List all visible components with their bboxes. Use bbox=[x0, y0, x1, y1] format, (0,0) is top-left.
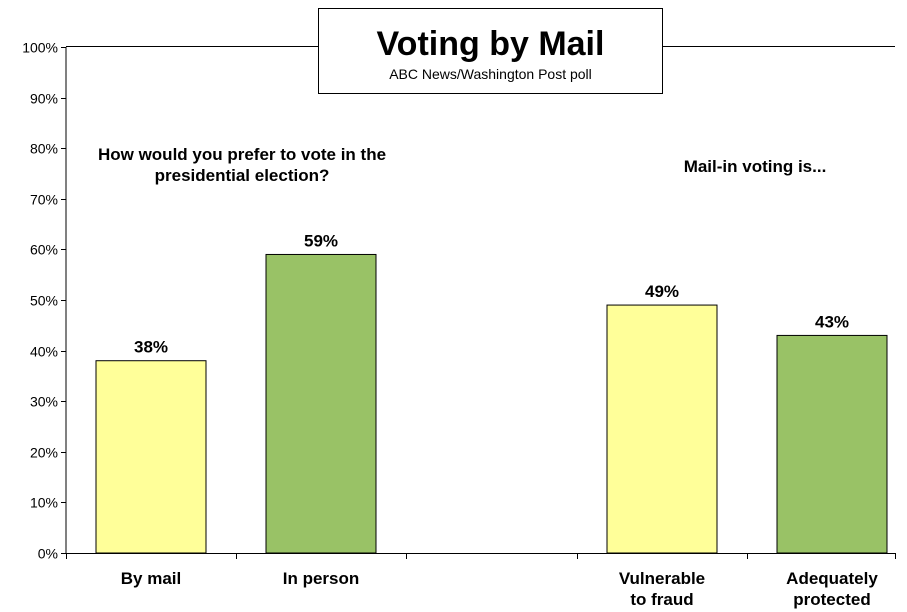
chart-title-box: Voting by Mail ABC News/Washington Post … bbox=[318, 8, 663, 94]
x-tick-label: Adequately protected bbox=[786, 569, 878, 609]
y-tick-label: 70% bbox=[30, 192, 58, 208]
y-tick-label: 100% bbox=[22, 40, 58, 56]
bar bbox=[95, 360, 207, 554]
chart-title: Voting by Mail bbox=[376, 25, 605, 63]
y-tick-label: 40% bbox=[30, 344, 58, 360]
bar bbox=[606, 304, 718, 554]
bar-value-label: 38% bbox=[134, 338, 168, 357]
y-tick-label: 50% bbox=[30, 293, 58, 309]
x-tick-label: In person bbox=[283, 569, 360, 588]
x-tick-label: By mail bbox=[121, 569, 181, 588]
y-tick-label: 60% bbox=[30, 242, 58, 258]
bar-value-label: 49% bbox=[645, 282, 679, 301]
bar-value-label: 43% bbox=[815, 312, 849, 331]
y-tick-label: 80% bbox=[30, 141, 58, 157]
y-tick-label: 0% bbox=[38, 546, 58, 562]
group-2-question: Mail-in voting is... bbox=[683, 157, 827, 176]
bar bbox=[776, 334, 888, 554]
bar bbox=[265, 253, 377, 554]
y-tick-label: 30% bbox=[30, 394, 58, 410]
y-tick-label: 10% bbox=[30, 495, 58, 511]
chart-subtitle: ABC News/Washington Post poll bbox=[389, 66, 592, 82]
y-tick-label: 90% bbox=[30, 91, 58, 107]
bar-value-label: 59% bbox=[304, 231, 338, 250]
y-tick-label: 20% bbox=[30, 445, 58, 461]
x-tick-label: Vulnerable to fraud bbox=[619, 569, 705, 609]
group-1-question: How would you prefer to vote in the pres… bbox=[97, 145, 387, 185]
